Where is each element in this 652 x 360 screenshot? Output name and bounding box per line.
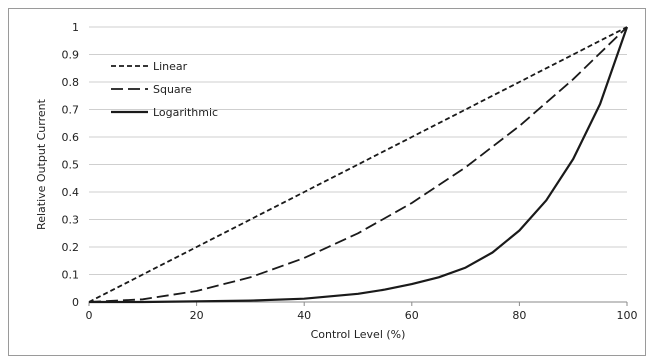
y-tick-label: 0.8	[62, 76, 80, 89]
y-tick-label: 0.4	[62, 186, 80, 199]
series-line-square	[88, 26, 628, 303]
y-axis-title: Relative Output Current	[35, 98, 48, 230]
y-tick-label: 0.7	[62, 104, 80, 117]
y-tick-label: 0.1	[62, 269, 80, 282]
x-tick-label: 0	[86, 309, 93, 322]
y-tick-label: 0.2	[62, 241, 80, 254]
chart-frame: 0 0.1 0.2 0.3 0.4 0.5 0.6 0.7 0.8 0.9 1 0 20 40 60 80 10…	[8, 8, 646, 356]
y-tick-label: 0.3	[62, 214, 80, 227]
y-tick-label: 0.9	[62, 49, 80, 62]
y-tick-label: 0.6	[62, 131, 80, 144]
legend-label: Linear	[153, 60, 188, 73]
y-tick-label: 0	[72, 296, 79, 309]
x-tick-label: 100	[617, 309, 638, 322]
legend-label: Square	[153, 83, 192, 96]
x-tick-label: 40	[297, 309, 311, 322]
y-tick-label: 0.5	[62, 159, 80, 172]
series-line-linear	[88, 26, 628, 303]
line-chart: 0 0.1 0.2 0.3 0.4 0.5 0.6 0.7 0.8 0.9 1 0 20 40 60 80 10…	[35, 21, 638, 341]
x-tick-label: 80	[512, 309, 526, 322]
series-line-logarithmic	[89, 26, 629, 304]
y-tick-label: 1	[72, 21, 79, 34]
x-tick-label: 20	[190, 309, 204, 322]
x-tick-label: 60	[405, 309, 419, 322]
legend-label: Logarithmic	[153, 106, 218, 119]
x-axis-title: Control Level (%)	[311, 328, 406, 341]
